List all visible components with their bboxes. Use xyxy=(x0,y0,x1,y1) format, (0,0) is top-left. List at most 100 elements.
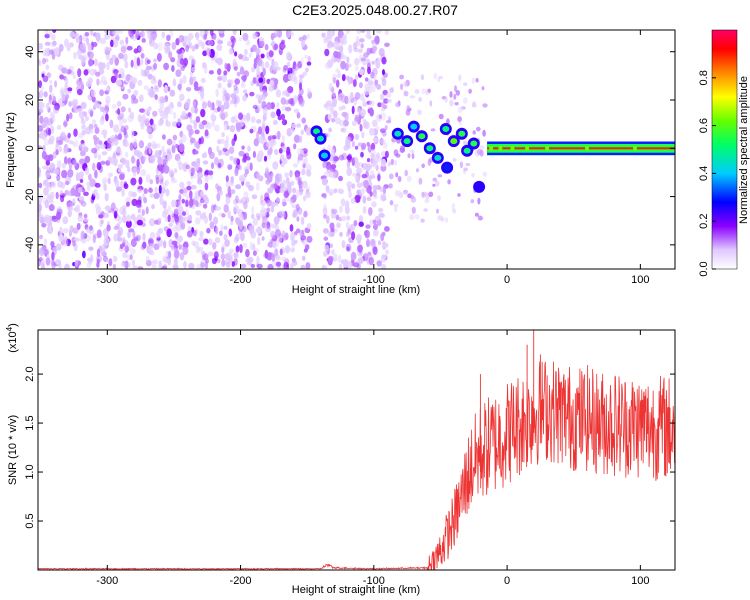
spectrogram-cell xyxy=(94,58,98,67)
spectrogram-cell xyxy=(84,167,90,176)
spectrogram-cell xyxy=(230,116,236,124)
spectrogram-cell xyxy=(78,196,84,201)
spectrogram-cell xyxy=(274,30,278,35)
spectrogram-cell xyxy=(144,145,149,155)
spectrogram-x-ticks: -300 -200 -100 0 100 xyxy=(96,30,650,286)
spectrogram-cell xyxy=(224,253,231,261)
x-tick-label: 0 xyxy=(504,274,510,286)
spectrogram-cell xyxy=(79,55,84,61)
spectrogram-cell xyxy=(67,209,72,218)
spectrogram-cell xyxy=(324,244,330,252)
spectrogram-cell xyxy=(180,65,185,72)
spectrogram-cell xyxy=(251,66,255,73)
spectrogram-cell xyxy=(182,246,188,256)
y-tick-label: 1.5 xyxy=(24,415,36,430)
spectrogram-cell xyxy=(159,117,164,125)
spectrogram-cell xyxy=(162,200,167,209)
spectrogram-cell xyxy=(123,183,129,190)
spectrogram-cell xyxy=(38,247,45,257)
spectrogram-cell xyxy=(87,257,93,262)
spectrogram-cell xyxy=(212,242,217,250)
spectrogram-cell xyxy=(39,42,43,50)
spectrogram-cell xyxy=(282,230,286,236)
spectrogram-cell xyxy=(270,102,275,110)
spectrogram-cell xyxy=(132,265,138,269)
spectrogram-blob-core xyxy=(434,154,442,161)
spectrogram-cell xyxy=(268,50,274,58)
spectrogram-cell xyxy=(336,222,341,229)
spectrogram-cell xyxy=(380,112,387,121)
spectrogram-cell xyxy=(195,116,201,123)
spectrogram-cell xyxy=(158,185,162,194)
spectrogram-cell xyxy=(109,119,114,129)
spectrogram-cell xyxy=(83,69,89,76)
spectrogram-cell xyxy=(256,70,261,75)
spectrogram-cell xyxy=(178,201,182,206)
spectrogram-cell xyxy=(330,148,335,157)
spectrogram-cell xyxy=(306,188,310,195)
spectrogram-cell xyxy=(99,116,105,126)
spectrogram-cell xyxy=(267,263,274,269)
spectrogram-cell xyxy=(174,231,179,238)
spectrogram-cell xyxy=(140,168,147,177)
spectrogram-cell xyxy=(104,205,111,212)
spectrogram-cell xyxy=(125,196,132,204)
spectrogram-cell xyxy=(136,158,140,168)
spectrogram-cell xyxy=(78,171,84,178)
spectrogram-cell xyxy=(300,235,307,241)
spectrogram-cell xyxy=(265,167,269,174)
spectrogram-cell xyxy=(136,57,141,67)
spectrogram-cell xyxy=(111,54,117,60)
spectrogram-cell xyxy=(110,39,114,48)
spectrogram-cell xyxy=(96,258,100,264)
colorbar-tick-label: 0.0 xyxy=(698,261,710,276)
spectrogram-cell xyxy=(356,182,363,188)
spectrogram-cell xyxy=(330,164,337,169)
spectrogram-cell xyxy=(252,77,257,84)
spectrogram-cell xyxy=(300,129,304,136)
spectrogram-cell xyxy=(332,110,338,119)
spectrogram-cell xyxy=(118,121,123,127)
spectrogram-cell xyxy=(113,233,119,242)
spectrogram-cell xyxy=(189,190,193,199)
spectrogram-cell xyxy=(290,263,294,269)
spectrogram-cell xyxy=(215,225,219,235)
spectrogram-cell xyxy=(284,258,290,265)
spectrogram-cell xyxy=(211,257,217,265)
spectrogram-cell xyxy=(275,261,282,267)
spectrogram-cell xyxy=(343,259,349,268)
spectrogram-cell xyxy=(90,41,94,51)
spectrogram-cell xyxy=(324,48,330,57)
spectrogram-cell xyxy=(143,197,148,204)
spectrogram-cell xyxy=(104,32,110,40)
spectrogram-cell xyxy=(117,133,123,140)
spectrogram-cell xyxy=(202,194,208,201)
spectrogram-cell xyxy=(370,159,377,167)
spectrogram-cell xyxy=(51,216,59,223)
spectrogram-cell xyxy=(263,208,267,217)
spectrogram-cell xyxy=(193,241,200,249)
spectrogram-cell xyxy=(42,144,46,153)
spectrogram-cell xyxy=(427,88,432,94)
spectrogram-cell xyxy=(54,47,60,57)
spectrogram-cell xyxy=(152,33,156,41)
spectrogram-cell xyxy=(208,212,212,222)
spectrogram-cell xyxy=(175,222,182,232)
spectrogram-cell xyxy=(107,177,111,185)
spectrogram-cell xyxy=(298,97,305,107)
spectrogram-cell xyxy=(168,250,172,259)
spectrogram-cell xyxy=(118,216,122,225)
spectrogram-cell xyxy=(169,30,174,38)
spectrogram-cell xyxy=(117,115,123,121)
spectrogram-cell xyxy=(171,199,177,208)
spectrogram-cell xyxy=(256,263,263,269)
spectrogram-cell xyxy=(252,32,258,40)
spectrogram-cell xyxy=(424,198,430,204)
spectrogram-cell xyxy=(214,157,219,166)
snr-y-label: SNR (10 * v/v) xyxy=(7,415,19,485)
spectrogram-cell xyxy=(275,131,282,140)
spectrogram-cell xyxy=(368,128,375,136)
x-tick-label: -100 xyxy=(363,575,385,587)
spectrogram-cell xyxy=(38,91,41,100)
spectrogram-cell xyxy=(280,182,284,188)
